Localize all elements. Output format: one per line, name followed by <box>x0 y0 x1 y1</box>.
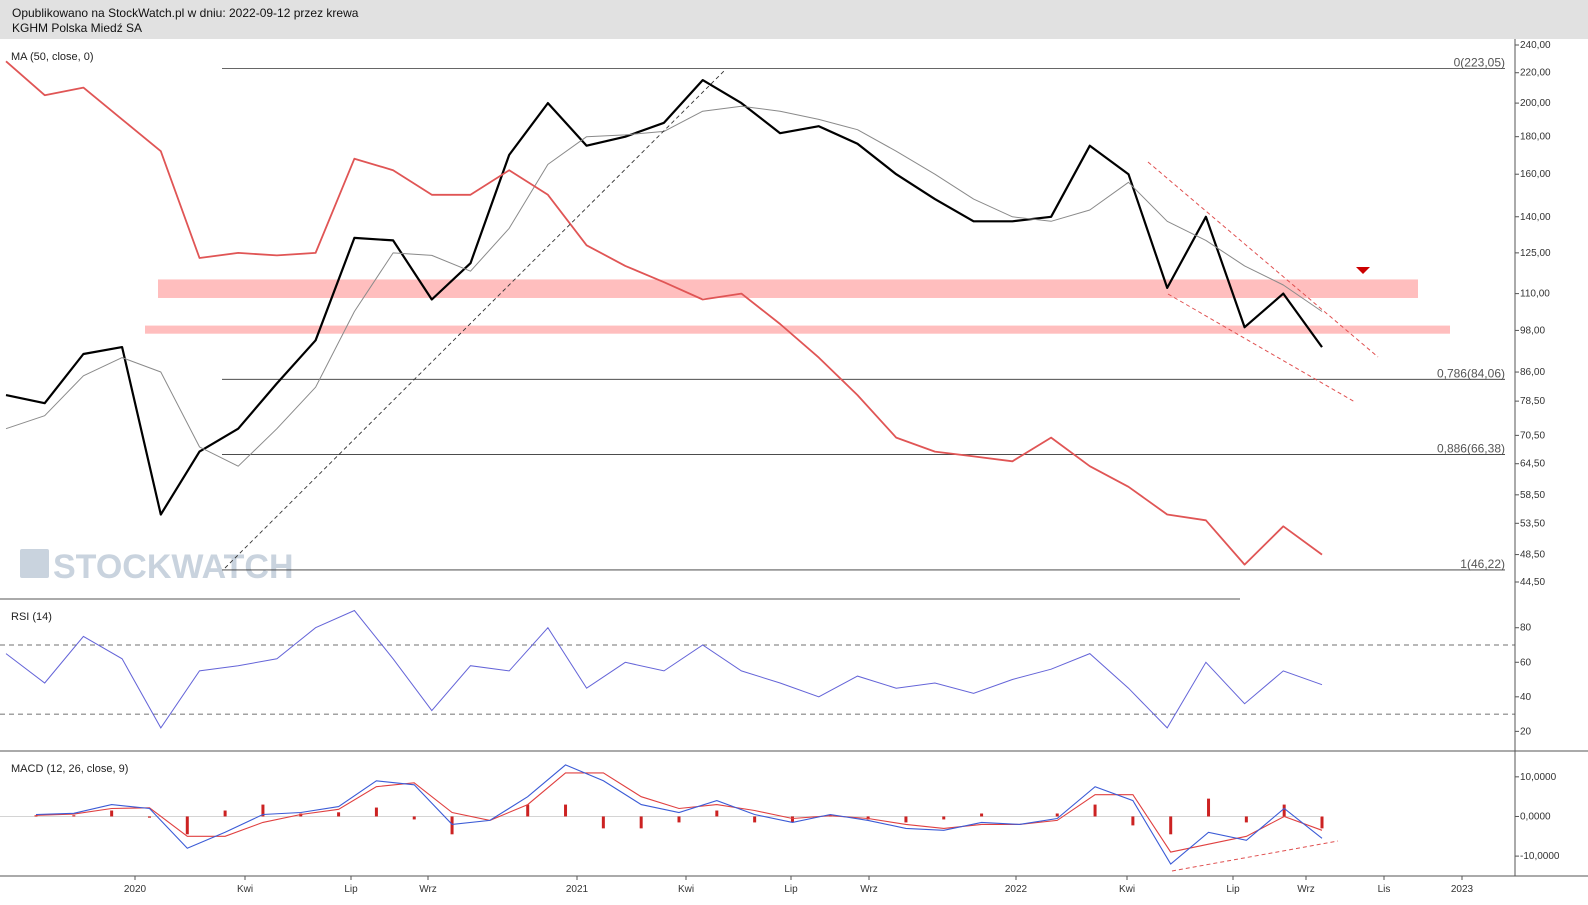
rsi-line <box>5 609 1323 729</box>
rsi-tick-label: 60 <box>1520 657 1532 668</box>
y-tick-label: 160,00 <box>1520 169 1551 180</box>
y-tick-label: 180,00 <box>1520 132 1551 143</box>
x-tick-label: Kwi <box>678 884 694 895</box>
macd-panel-title: MACD (12, 26, close, 9) <box>11 763 129 775</box>
resistance-zone <box>145 325 1450 334</box>
header-bar: Opublikowano na StockWatch.pl w dniu: 20… <box>0 0 1588 39</box>
resistance-zone <box>158 279 1418 298</box>
y-tick-label: 98,00 <box>1520 325 1545 336</box>
x-tick-label: Wrz <box>419 884 437 895</box>
macd-tick-label: 0,0000 <box>1520 811 1551 822</box>
series-ma <box>5 105 1323 467</box>
fib-level-label: 0(223,05) <box>1454 55 1505 69</box>
price-panel-title: MA (50, close, 0) <box>11 51 94 63</box>
x-tick-label: Lip <box>1226 884 1240 895</box>
rsi-tick-label: 20 <box>1520 726 1532 737</box>
y-tick-label: 86,00 <box>1520 367 1545 378</box>
fibonacci-levels: 0(223,05) 0,786(84,06) 0,886(66,38) 1(46,22… <box>222 55 1505 571</box>
x-tick-label: Kwi <box>1119 884 1135 895</box>
y-tick-label: 220,00 <box>1520 68 1551 79</box>
uptrend-line <box>224 69 726 569</box>
frame-layer <box>0 39 1588 877</box>
macd-divergence-line <box>1171 840 1339 872</box>
macd-tick-label: 10,0000 <box>1520 772 1557 783</box>
axis-labels: 240,00 220,00 200,00 180,00 160,00 140,00 125,… <box>124 40 1560 895</box>
x-tick-label: Lip <box>784 884 798 895</box>
downtrend-channel-lower <box>1167 293 1356 403</box>
x-tick-label: 2022 <box>1005 884 1028 895</box>
x-tick-label: 2021 <box>566 884 589 895</box>
y-tick-label: 140,00 <box>1520 212 1551 223</box>
annotation-layer <box>224 69 1379 872</box>
y-tick-label: 48,50 <box>1520 550 1545 561</box>
watermark-layer: STOCKWATCH <box>20 548 294 586</box>
sell-signal-arrow-icon <box>1356 267 1370 274</box>
y-tick-label: 44,50 <box>1520 577 1545 588</box>
macd-line <box>35 764 1323 865</box>
resistance-zones <box>145 279 1450 334</box>
x-tick-label: Kwi <box>237 884 253 895</box>
y-tick-label: 200,00 <box>1520 98 1551 109</box>
x-tick-label: 2023 <box>1451 884 1474 895</box>
x-tick-label: Wrz <box>1297 884 1315 895</box>
x-tick-label: Wrz <box>860 884 878 895</box>
series-layer <box>0 60 1515 865</box>
y-tick-label: 240,00 <box>1520 40 1551 51</box>
x-tick-label: Lip <box>344 884 358 895</box>
fib-level-label: 0,886(66,38) <box>1437 442 1505 456</box>
published-info: Opublikowano na StockWatch.pl w dniu: 20… <box>12 6 359 20</box>
watermark-text: STOCKWATCH <box>53 548 294 586</box>
fib-level-label: 1(46,22) <box>1460 557 1505 571</box>
y-tick-label: 110,00 <box>1520 289 1550 300</box>
y-tick-label: 53,50 <box>1520 518 1545 529</box>
macd-tick-label: -10,0000 <box>1520 851 1560 862</box>
macd-signal-line <box>35 772 1323 853</box>
instrument-name: KGHM Polska Miedź SA <box>12 21 143 35</box>
x-tick-label: Lis <box>1378 884 1391 895</box>
y-tick-label: 78,50 <box>1520 396 1545 407</box>
series-price <box>5 78 1323 516</box>
fib-level-label: 0,786(84,06) <box>1437 366 1505 380</box>
downtrend-channel-upper <box>1147 161 1379 358</box>
y-tick-label: 70,50 <box>1520 430 1545 441</box>
rsi-tick-label: 40 <box>1520 692 1532 703</box>
watermark-logo-icon <box>20 549 49 578</box>
series-comparison <box>5 60 1323 566</box>
y-tick-label: 58,50 <box>1520 490 1545 501</box>
rsi-tick-label: 80 <box>1520 623 1532 634</box>
y-tick-label: 125,00 <box>1520 248 1551 259</box>
rsi-panel-title: RSI (14) <box>11 611 52 623</box>
x-tick-label: 2020 <box>124 884 147 895</box>
y-tick-label: 64,50 <box>1520 459 1545 470</box>
